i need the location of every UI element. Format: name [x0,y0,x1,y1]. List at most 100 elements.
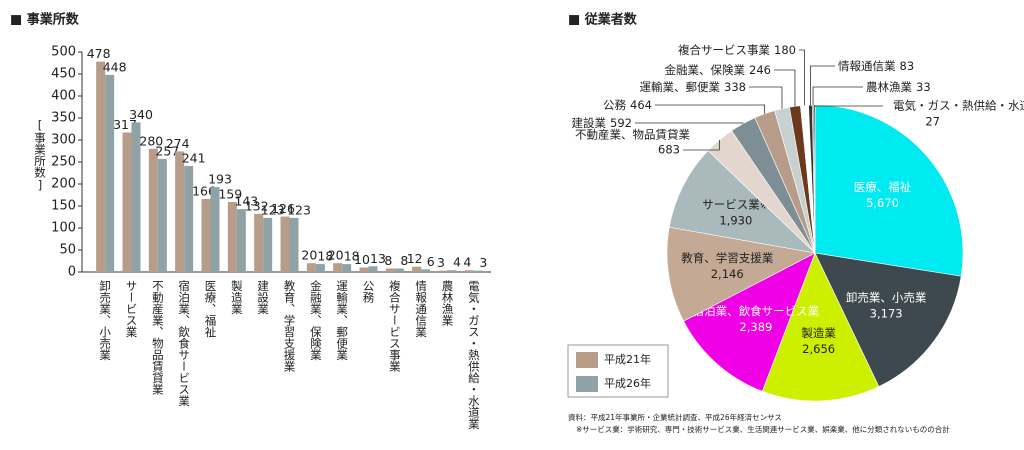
slice-label: 建設業 [572,116,607,130]
slice-label: 複合サービス事業 180 [678,43,796,57]
y-tick-label: 150 [51,199,76,214]
slice-value: 246 [749,63,771,77]
slice-label: 金融業、保険業 [665,63,746,77]
bar [122,132,132,272]
x-tick-label: 情報通信業 [414,280,428,338]
bar [175,151,185,272]
pie-slice [683,252,816,392]
y-tick-label: 450 [51,67,76,82]
slice-label: 卸売業、小売業 [846,291,927,305]
value-label: 274 [166,136,190,151]
slice-label: 建設業 592 [572,116,632,130]
x-tick-label: 不動産業、物品賃貸業 [151,280,165,395]
value-label: 340 [129,107,153,122]
bar [464,270,474,272]
value-label: 448 [103,59,127,74]
leader-line [635,122,744,124]
x-tick-label: 公務 [362,280,376,304]
pie-slice [761,252,880,402]
bar [210,187,220,272]
slice-value: 338 [724,80,746,94]
pie-slice [668,150,816,254]
slice-value: 180 [774,43,796,57]
bar [385,268,395,272]
bar [201,198,211,272]
slice-label: 公務 [603,98,626,112]
y-axis-label: [事業所数] [33,118,47,192]
leader-line [655,104,766,114]
value-label: 20 [301,248,317,263]
value-label: 6 [427,254,435,269]
bar [263,217,273,272]
slice-value: 33 [916,80,931,94]
leader-line [683,140,720,151]
slice-label: 製造業 [801,326,836,340]
value-label: 10 [354,252,370,267]
slice-label: 運輸業、郵便業 338 [640,80,746,94]
leader-line [799,49,805,106]
bar [473,270,483,272]
bar-title: ■ 事業所数 [10,12,80,28]
slice-label: 農林漁業 [866,80,912,94]
value-label: 241 [182,150,206,165]
bar [148,148,158,272]
leader-line [812,86,863,106]
value-label: 257 [155,143,179,158]
slice-value: 464 [630,98,652,112]
bar [421,269,431,272]
x-tick-label: 医療、福祉 [204,280,218,338]
y-tick-label: 100 [51,221,76,236]
value-label: 132 [245,198,269,213]
value-label: 478 [87,46,111,61]
value-label: 123 [261,202,285,217]
bar [342,264,352,272]
bar [447,270,457,272]
x-tick-label: 複合サービス事業 [388,279,402,372]
slice-value: 2,389 [739,320,772,334]
value-label: 166 [192,183,216,198]
value-label: 18 [317,249,333,264]
x-tick-label: 建設業 [256,279,270,314]
value-label: 159 [218,187,242,202]
legend-label: 平成21年 [604,352,651,366]
slice-value: 27 [925,115,940,129]
pie-slice [666,226,816,322]
bar [394,268,404,272]
bar [227,202,237,272]
value-label: 123 [287,202,311,217]
slice-label: 宿泊業、飲食サービス業 [693,304,820,318]
x-tick-label: 金融業、保険業 [309,279,323,360]
bar [184,165,194,272]
slice-value: 3,173 [870,307,903,321]
value-label: 280 [139,133,163,148]
slice-value: 2,656 [802,342,835,356]
y-tick-label: 350 [51,111,76,126]
bar [157,158,167,272]
legend-label: 平成26年 [604,376,651,390]
leader-line [813,105,883,107]
value-label: 193 [208,172,232,187]
bar [412,266,422,272]
y-tick-label: 0 [68,265,76,280]
slice-label: 農林漁業 33 [866,80,931,94]
value-label: 126 [271,201,295,216]
slice-value: 5,670 [866,196,899,210]
y-tick-label: 250 [51,155,76,170]
value-label: 8 [384,253,392,268]
y-tick-label: 50 [59,243,76,258]
slice-label: 情報通信業 83 [838,59,914,73]
legend-swatch [576,352,598,368]
slice-label: サービス業※ [702,197,769,211]
bar [96,61,106,273]
slice-value: 83 [900,59,915,73]
footnote: ※サービス業：学術研究、専門・技術サービス業、生活関連サービス業、娯楽業、他に分… [576,424,950,434]
value-label: 3 [437,255,445,270]
bar [333,263,343,272]
leader-line [749,86,783,109]
value-label: 4 [453,255,461,270]
slice-label: 金融業、保険業 246 [665,63,771,77]
slice-label: 情報通信業 [838,59,896,73]
footnote: 資料：平成21年事業所・企業統計調査、平成26年経済センサス [568,412,782,422]
pie-slice [814,104,964,277]
bar [254,213,264,272]
